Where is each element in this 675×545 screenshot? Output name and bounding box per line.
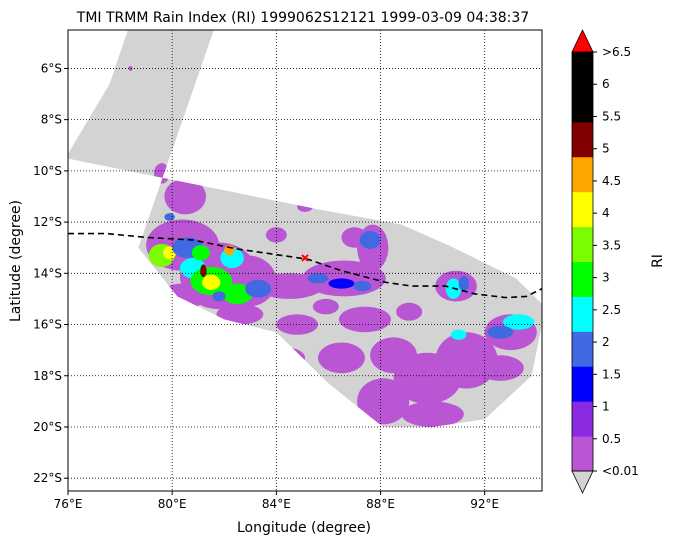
rain-patch — [396, 302, 423, 321]
rain-cell — [487, 325, 514, 339]
rain-cell — [245, 279, 272, 298]
y-tick-label: 14°S — [33, 266, 62, 280]
colorbar-tick-label: 2.5 — [602, 303, 621, 317]
plot-frame — [67, 29, 543, 492]
rain-patch — [164, 178, 207, 215]
rain-patch — [401, 401, 464, 427]
colorbar-tick-label: 6 — [602, 77, 610, 91]
rain-cell — [450, 329, 467, 340]
rain-cell — [307, 273, 329, 284]
rain-patch — [268, 347, 305, 369]
rain-cell — [164, 213, 175, 221]
rain-patch — [297, 201, 313, 212]
y-tick-label: 16°S — [33, 318, 62, 332]
rain-cell — [202, 274, 221, 290]
y-tick-label: 10°S — [33, 164, 62, 178]
rain-cell — [123, 181, 138, 192]
colorbar-segment — [572, 191, 593, 228]
y-tick-label: 22°S — [33, 471, 62, 485]
x-axis-ticks: 76°E 80°E 84°E 88°E 92°E — [54, 491, 499, 511]
y-tick-label: 20°S — [33, 420, 62, 434]
x-tick-label: 88°E — [366, 497, 395, 511]
storm-center-marker — [301, 254, 309, 262]
rain-cell — [359, 231, 381, 249]
colorbar-label: RI — [650, 254, 666, 268]
colorbar-tick-label: 1 — [602, 400, 610, 414]
colorbar-tick-label: 4.5 — [602, 174, 621, 188]
colorbar-tick-label: 0.5 — [602, 432, 621, 446]
rain-patch — [216, 304, 264, 325]
colorbar-segment — [572, 52, 593, 88]
rain-cell — [458, 275, 470, 292]
y-axis-ticks: 6°S 8°S 10°S 12°S 14°S 16°S 18°S 20°S 22°S — [33, 61, 68, 485]
rain-cell — [353, 280, 372, 292]
y-tick-label: 18°S — [33, 369, 62, 383]
colorbar-segment — [572, 401, 593, 437]
storm-track — [68, 232, 542, 299]
colorbar-tick-label: 5.5 — [602, 109, 621, 123]
x-tick-label: 92°E — [470, 497, 499, 511]
y-tick-label: 12°S — [33, 215, 62, 229]
rain-patch — [338, 306, 391, 333]
colorbar-segment — [572, 331, 593, 367]
colorbar-segment — [572, 156, 593, 193]
rain-patch — [336, 170, 347, 182]
y-axis-label: Latitude (degree) — [8, 200, 24, 322]
rain-cell — [200, 264, 207, 278]
colorbar-segment — [572, 296, 593, 332]
colorbar-tick-label: 4 — [602, 206, 610, 220]
colorbar-tick-label: 3.5 — [602, 238, 621, 252]
colorbar-tick-label: >6.5 — [602, 45, 631, 59]
rain-patch — [318, 342, 365, 374]
colorbar-segment — [572, 121, 593, 158]
rain-cell — [212, 291, 226, 302]
rain-cell — [191, 245, 210, 261]
colorbar-segment — [572, 261, 593, 297]
rain-cells — [123, 181, 535, 340]
rain-patch — [312, 298, 339, 315]
colorbar-tick-label: 2 — [602, 335, 610, 349]
colorbar-under-arrow — [571, 470, 594, 494]
swath-coverage — [68, 30, 542, 427]
colorbar-segment — [572, 226, 593, 262]
x-tick-label: 84°E — [262, 497, 291, 511]
colorbar-frame — [571, 51, 594, 472]
colorbar-segment — [572, 366, 593, 402]
colorbar-tick-label: 1.5 — [602, 367, 621, 381]
rain-patch — [153, 163, 170, 184]
x-tick-label: 80°E — [158, 497, 187, 511]
rain-patch — [357, 378, 410, 425]
rain-cell — [502, 314, 535, 330]
chart-title: TMI TRMM Rain Index (RI) 1999062S12121 1… — [76, 10, 529, 26]
colorbar: <0.01 0.5 1 1.5 2 2.5 3 3.5 4 4.5 5 5.5 6 >6.5 — [571, 29, 639, 494]
x-axis-label: Longitude (degree) — [237, 520, 371, 536]
colorbar-segment — [572, 436, 593, 472]
rain-patch — [276, 314, 319, 335]
x-tick-label: 76°E — [54, 497, 83, 511]
y-tick-label: 8°S — [41, 113, 62, 127]
colorbar-tick-label: 5 — [602, 142, 610, 156]
gridlines — [68, 30, 542, 491]
y-tick-label: 6°S — [41, 61, 62, 75]
colorbar-segment — [572, 86, 593, 123]
colorbar-tick-label: 3 — [602, 271, 610, 285]
rain-cell — [328, 278, 355, 289]
rain-patch — [476, 355, 524, 381]
colorbar-over-arrow — [571, 29, 594, 53]
colorbar-tick-label: <0.01 — [602, 464, 639, 478]
rain-patch — [128, 65, 133, 71]
